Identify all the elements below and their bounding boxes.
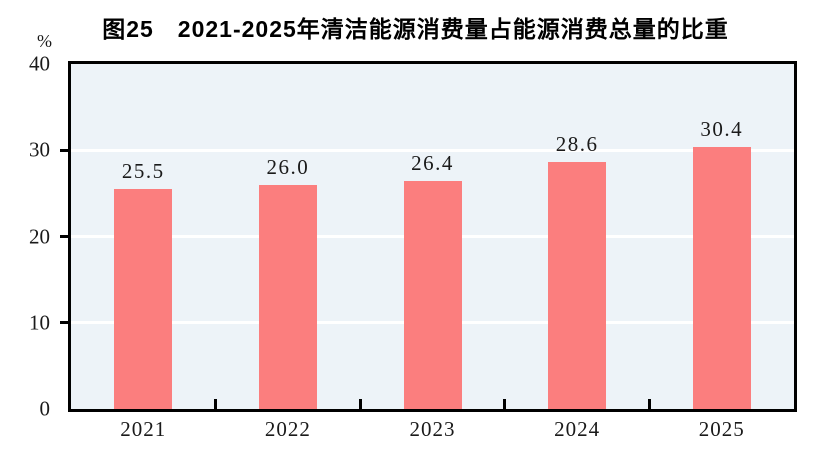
bar-value-label: 26.0: [266, 154, 310, 179]
x-axis: 2021 2022 2023 2024 2025: [71, 414, 794, 450]
y-tick-mark: [60, 148, 68, 152]
y-tick-mark: [60, 321, 68, 325]
x-tick-mark: [358, 399, 362, 409]
x-tick-mark: [214, 399, 218, 409]
chart-title: 图25 2021-2025年清洁能源消费量占能源消费总量的比重: [102, 16, 729, 42]
bar: [403, 181, 462, 409]
bar: [114, 189, 173, 409]
gridline: [71, 148, 794, 152]
y-tick-label: 30: [29, 137, 50, 162]
x-tick-label: 2022: [264, 417, 311, 441]
bar-value-label: 28.6: [555, 132, 599, 157]
y-tick-label: 40: [29, 51, 50, 76]
bar: [548, 162, 607, 409]
x-tick-label: 2023: [409, 417, 456, 441]
x-tick-label: 2025: [698, 417, 745, 441]
plot-area: 25.5 26.0 26.4 28.6 30.4: [68, 61, 797, 412]
y-axis-unit-label: %: [37, 31, 52, 51]
x-tick-mark: [503, 399, 507, 409]
bar-value-label: 25.5: [121, 159, 165, 184]
bar: [692, 146, 751, 409]
x-tick-label: 2024: [554, 417, 601, 441]
y-tick-mark: [60, 235, 68, 238]
y-axis: 0 10 20 30 40: [0, 53, 59, 419]
bar-value-label: 30.4: [700, 116, 744, 141]
y-tick-label: 20: [29, 224, 50, 248]
bar: [258, 184, 317, 409]
x-tick-mark: [647, 399, 651, 409]
x-tick-label: 2021: [120, 417, 167, 441]
y-tick-label: 0: [39, 396, 51, 421]
bar-value-label: 26.4: [411, 151, 454, 176]
y-tick-label: 10: [29, 310, 50, 335]
